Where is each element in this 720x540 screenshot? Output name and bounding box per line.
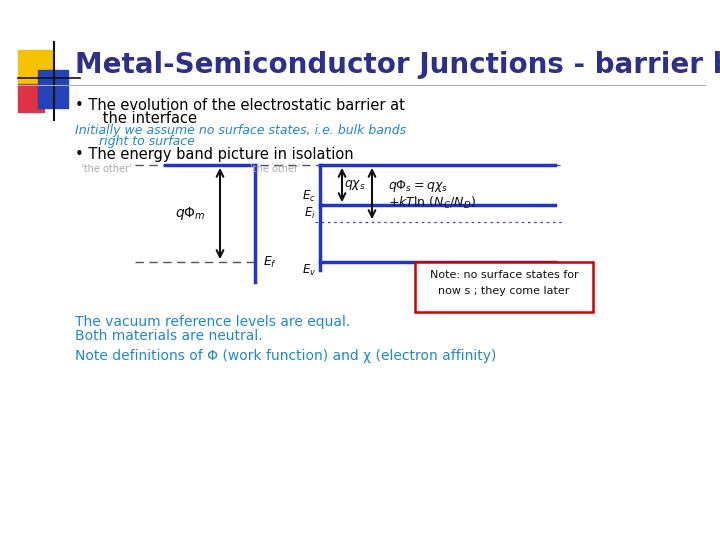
Bar: [38, 70, 68, 108]
Text: The vacuum reference levels are equal.: The vacuum reference levels are equal.: [75, 315, 350, 329]
Text: $q\Phi_m$: $q\Phi_m$: [175, 205, 205, 222]
Text: $E_v$: $E_v$: [302, 263, 316, 278]
Bar: [18, 50, 53, 85]
Text: the interface: the interface: [75, 111, 197, 126]
Text: Metal-Semiconductor Junctions - barrier basics: Metal-Semiconductor Junctions - barrier …: [75, 51, 720, 79]
Bar: [18, 84, 44, 112]
Text: 'the other'                                      'the other': 'the other' 'the other': [75, 164, 300, 174]
Text: right to surface: right to surface: [75, 135, 195, 148]
Text: $q\Phi_s = q\chi_s$: $q\Phi_s = q\chi_s$: [388, 179, 448, 194]
Text: • The energy band picture in isolation: • The energy band picture in isolation: [75, 147, 354, 162]
Text: Note definitions of Φ (work function) and χ (electron affinity): Note definitions of Φ (work function) an…: [75, 349, 496, 363]
Bar: [415, 262, 593, 312]
Text: $E_i$: $E_i$: [305, 206, 316, 221]
Text: $E_c$: $E_c$: [302, 189, 316, 204]
Text: Initially we assume no surface states, i.e. bulk bands: Initially we assume no surface states, i…: [75, 124, 406, 137]
Text: Both materials are neutral.: Both materials are neutral.: [75, 329, 263, 343]
Text: • The evolution of the electrostatic barrier at: • The evolution of the electrostatic bar…: [75, 98, 405, 113]
Text: $E_f$: $E_f$: [263, 254, 277, 269]
Text: $q\chi_s$: $q\chi_s$: [344, 178, 366, 192]
Text: now s ; they come later: now s ; they come later: [438, 286, 570, 296]
Text: Note: no surface states for: Note: no surface states for: [430, 270, 578, 280]
Text: $+ kT\ln\,(N_C/N_D)$: $+ kT\ln\,(N_C/N_D)$: [388, 194, 476, 211]
